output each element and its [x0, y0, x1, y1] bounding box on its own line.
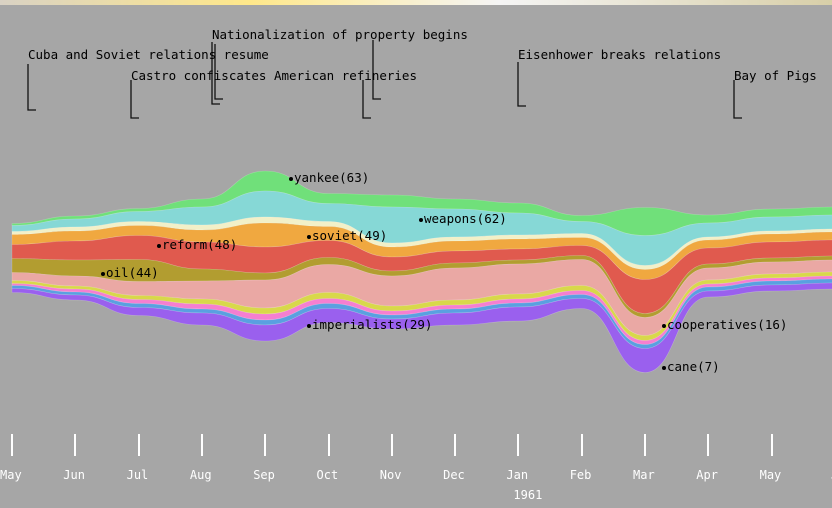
- month-label: Nov: [379, 468, 402, 482]
- event-bracket-2: [211, 42, 220, 105]
- event-label: Nationalization of property begins: [212, 27, 468, 42]
- term-label: oil(44): [101, 266, 159, 280]
- month-label: Jan: [506, 468, 529, 482]
- term-dot: [419, 217, 423, 222]
- stream-layer-5: [11, 255, 832, 318]
- stream-layer-6: [11, 259, 832, 336]
- month-label: Jul: [126, 468, 149, 482]
- month-label: May: [759, 468, 782, 482]
- term-dot: [289, 176, 293, 181]
- month-label: Aug: [189, 468, 212, 482]
- month-tick: [137, 434, 140, 456]
- month-tick: [454, 434, 457, 456]
- month-tick: [390, 434, 393, 456]
- month-label: Feb: [569, 468, 592, 482]
- event-bracket-0: [27, 64, 36, 111]
- term-dot: [157, 243, 161, 248]
- month-tick: [11, 434, 13, 456]
- term-text: soviet(49): [312, 228, 388, 243]
- term-label: reform(48): [157, 238, 237, 252]
- term-label: cane(7): [662, 360, 720, 374]
- month-label: Jun: [63, 468, 85, 482]
- month-tick: [200, 434, 203, 456]
- month-tick: [580, 434, 583, 456]
- term-label: weapons(62): [419, 212, 507, 226]
- term-label: cooperatives(16): [662, 318, 787, 332]
- month-label: Apr: [696, 468, 718, 482]
- event-label: Cuba and Soviet relations resume: [28, 47, 269, 62]
- term-dot: [307, 323, 311, 328]
- term-label: soviet(49): [307, 229, 387, 243]
- term-text: yankee(63): [294, 170, 370, 185]
- month-label: Oct: [316, 468, 339, 482]
- month-tick: [74, 434, 77, 456]
- stream-layer-8: [11, 275, 832, 345]
- term-dot: [662, 365, 666, 370]
- event-bracket-extra-0: [214, 44, 223, 100]
- term-text: cane(7): [667, 359, 720, 374]
- event-bracket-extra-2: [372, 40, 381, 100]
- month-tick: [517, 434, 520, 456]
- term-text: reform(48): [162, 237, 238, 252]
- stream-layer-9: [11, 278, 832, 349]
- event-bracket-1: [130, 80, 139, 119]
- month-label: Dec: [443, 468, 465, 482]
- month-tick: [264, 434, 267, 456]
- month-label: May: [0, 468, 22, 482]
- event-bracket-4: [733, 80, 742, 119]
- month-label: Sep: [253, 468, 275, 482]
- stream-layer-10: [11, 282, 832, 373]
- stream-layer-4: [11, 235, 832, 314]
- year-label: 1961: [513, 488, 543, 502]
- month-tick: [644, 434, 646, 456]
- month-tick: [707, 434, 710, 456]
- term-text: oil(44): [106, 265, 159, 280]
- term-label: imperialists(29): [307, 318, 432, 332]
- term-label: yankee(63): [289, 171, 369, 185]
- event-label: Castro confiscates American refineries: [131, 68, 417, 83]
- term-text: cooperatives(16): [667, 317, 788, 332]
- stream-layer-3: [11, 222, 832, 280]
- term-dot: [101, 271, 105, 276]
- month-label: J: [831, 468, 832, 482]
- window-top-strip: [0, 0, 832, 5]
- term-dot: [307, 234, 311, 239]
- event-bracket-3: [517, 62, 526, 107]
- term-dot: [662, 323, 666, 328]
- month-label: Mar: [633, 468, 655, 482]
- month-tick: [327, 434, 330, 456]
- event-bracket-extra-1: [362, 80, 371, 119]
- event-label: Bay of Pigs: [734, 68, 817, 83]
- stream-layer-7: [11, 271, 832, 341]
- term-text: weapons(62): [424, 211, 507, 226]
- event-label: Eisenhower breaks relations: [518, 47, 722, 62]
- month-tick: [770, 434, 773, 456]
- term-text: imperialists(29): [312, 317, 433, 332]
